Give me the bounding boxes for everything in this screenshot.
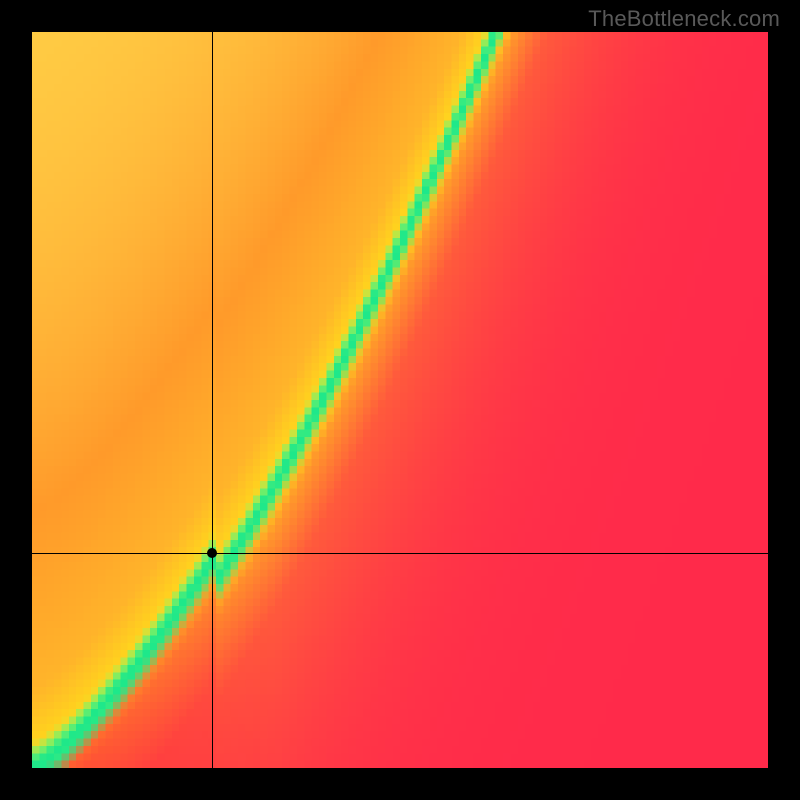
- chart-container: TheBottleneck.com: [0, 0, 800, 800]
- watermark-text: TheBottleneck.com: [588, 6, 780, 32]
- heatmap-plot: [32, 32, 768, 768]
- crosshair-horizontal: [32, 553, 768, 554]
- crosshair-vertical: [212, 32, 213, 768]
